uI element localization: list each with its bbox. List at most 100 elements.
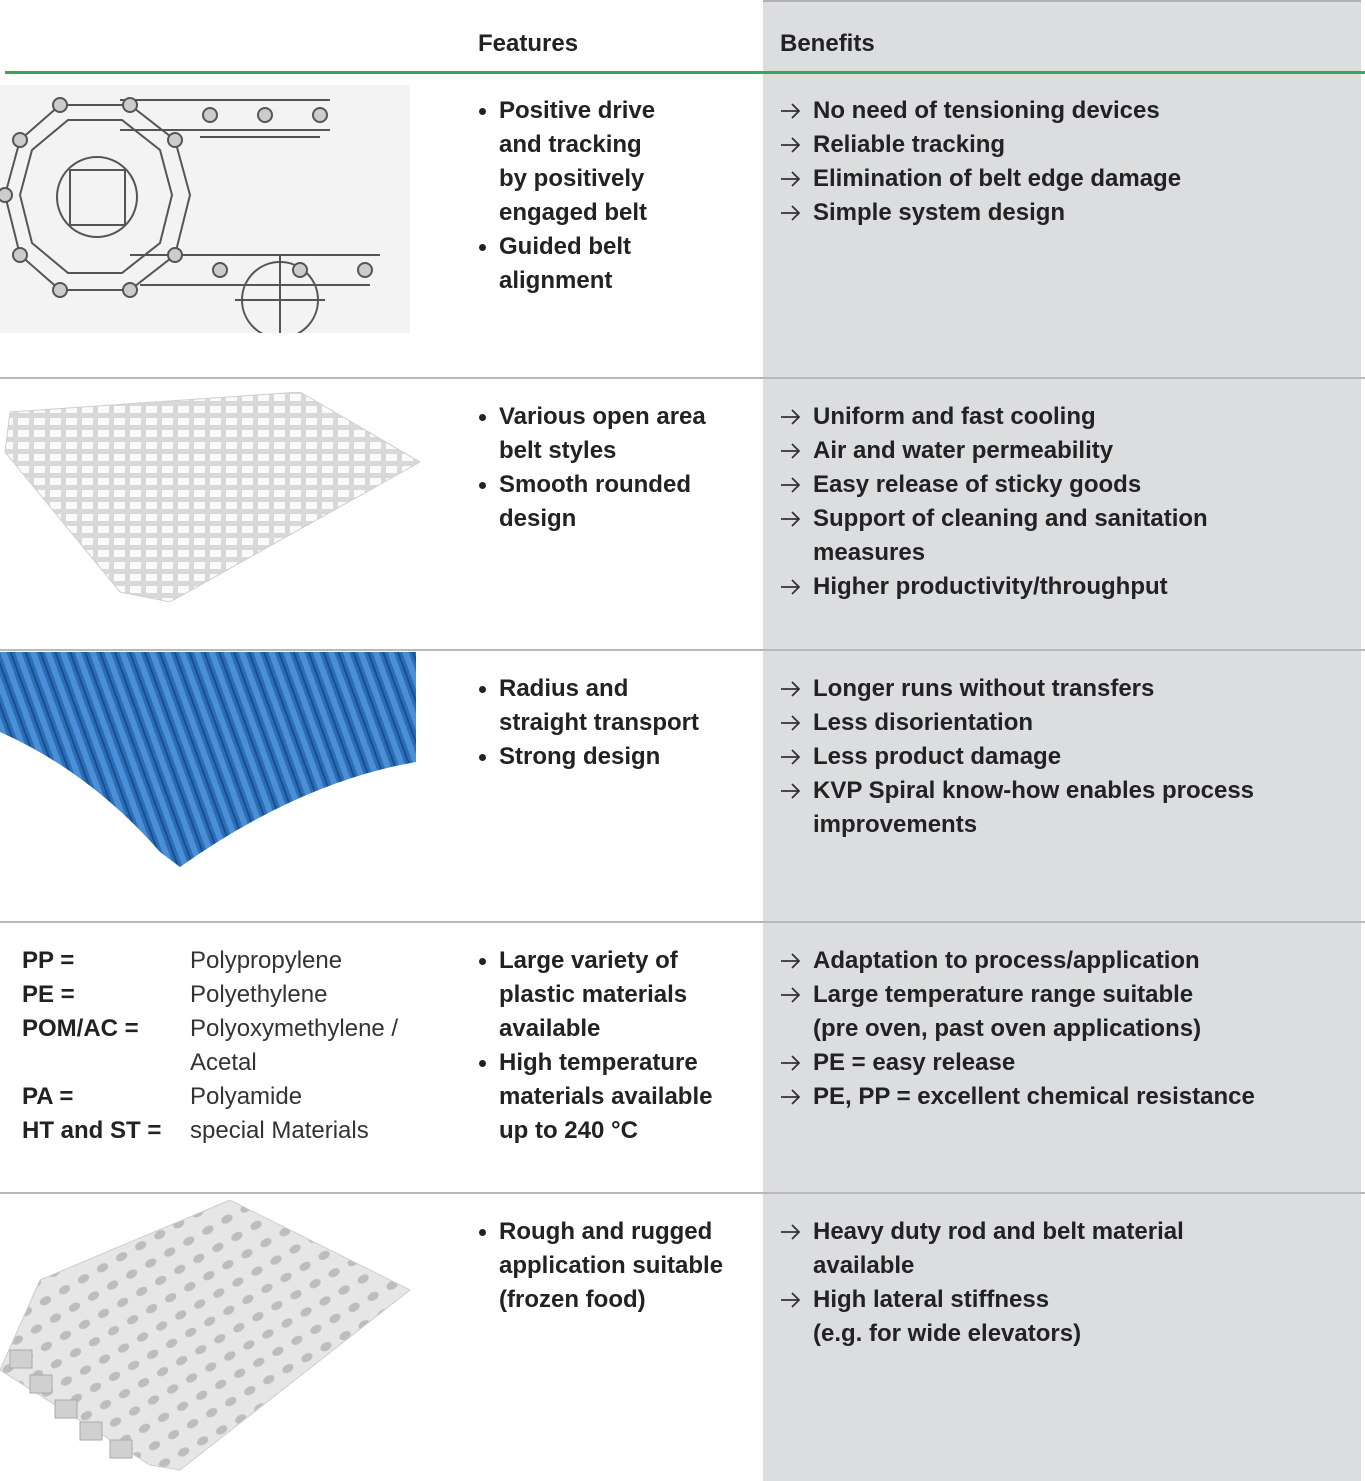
material-abbr: PA =: [22, 1083, 74, 1110]
benefit-item: No need of tensioning devices: [780, 94, 1181, 128]
benefit-text: PE = easy release: [813, 1049, 1016, 1076]
row-separator: [0, 649, 1365, 651]
benefit-text: PE, PP = excellent chemical resistance: [813, 1083, 1255, 1110]
benefit-item: Reliable tracking: [780, 128, 1181, 162]
feature-item: Large variety of plastic materials avail…: [478, 944, 712, 1046]
arrow-icon: [781, 511, 801, 527]
modular-belt: [0, 1200, 411, 1471]
material-abbr: HT and ST =: [22, 1117, 162, 1144]
benefit-text: Adaptation to process/application: [813, 947, 1200, 974]
benefits-background: [763, 0, 1361, 1481]
benefit-item: PE = easy release: [780, 1046, 1255, 1080]
benefit-item: Simple system design: [780, 196, 1181, 230]
benefit-text: Longer runs without transfers: [813, 675, 1155, 702]
material-row: HT and ST = special Materials: [22, 1114, 398, 1148]
benefit-item: KVP Spiral know-how enables process impr…: [780, 774, 1254, 842]
benefit-item: PE, PP = excellent chemical resistance: [780, 1080, 1255, 1114]
material-row: POM/AC = Polyoxymethylene / Acetal: [22, 1012, 398, 1080]
benefits-list: Longer runs without transfers Less disori…: [780, 672, 1254, 842]
benefits-list: No need of tensioning devices Reliable tr…: [780, 94, 1181, 230]
row-separator: [0, 921, 1365, 923]
material-name: special Materials: [190, 1117, 369, 1144]
arrow-icon: [781, 409, 801, 425]
benefit-text: No need of tensioning devices: [813, 97, 1160, 124]
arrow-icon: [781, 171, 801, 187]
benefit-text: Less disorientation: [813, 709, 1034, 736]
benefit-text: KVP Spiral know-how enables process impr…: [813, 777, 1255, 838]
benefits-list: Heavy duty rod and belt material availab…: [780, 1215, 1184, 1351]
benefit-text: Uniform and fast cooling: [813, 403, 1096, 430]
arrow-icon: [781, 579, 801, 595]
material-row: PE = Polyethylene: [22, 978, 398, 1012]
benefits-list: Adaptation to process/application Large t…: [780, 944, 1255, 1114]
benefit-text: Elimination of belt edge damage: [813, 165, 1182, 192]
benefit-item: Adaptation to process/application: [780, 944, 1255, 978]
chain-drawing: [0, 85, 410, 333]
benefit-text: Support of cleaning and sanitation measu…: [813, 505, 1208, 566]
benefit-text: High lateral stiffness (e.g. for wide el…: [813, 1286, 1082, 1347]
features-list: Positive drive and tracking by positivel…: [478, 94, 655, 298]
benefit-text: Reliable tracking: [813, 131, 1006, 158]
material-name: Polyamide: [190, 1083, 303, 1110]
feature-item: Strong design: [478, 740, 699, 774]
benefit-item: Uniform and fast cooling: [780, 400, 1208, 434]
material-row: PP = Polypropylene: [22, 944, 398, 978]
benefit-item: Elimination of belt edge damage: [780, 162, 1181, 196]
benefit-item: High lateral stiffness (e.g. for wide el…: [780, 1283, 1184, 1351]
material-abbr: PP =: [22, 947, 75, 974]
feature-item: Smooth rounded design: [478, 468, 706, 536]
arrow-icon: [781, 681, 801, 697]
benefit-text: Higher productivity/throughput: [813, 573, 1168, 600]
benefit-text: Heavy duty rod and belt material availab…: [813, 1218, 1184, 1279]
arrow-icon: [781, 749, 801, 765]
benefit-text: Large temperature range suitable (pre ov…: [813, 981, 1202, 1042]
material-name: Polypropylene: [190, 947, 343, 974]
arrow-icon: [781, 477, 801, 493]
arrow-icon: [781, 1055, 801, 1071]
benefit-item: Large temperature range suitable (pre ov…: [780, 978, 1255, 1046]
benefit-item: Higher productivity/throughput: [780, 570, 1208, 604]
arrow-icon: [781, 987, 801, 1003]
benefit-text: Easy release of sticky goods: [813, 471, 1142, 498]
materials-list: PP = Polypropylene PE = Polyethylene POM/AC …: [22, 944, 398, 1148]
features-list: Various open area belt styles Smooth roun…: [478, 400, 706, 536]
feature-item: Radius and straight transport: [478, 672, 699, 740]
feature-item: Rough and rugged application suitable (f…: [478, 1215, 723, 1317]
arrow-icon: [781, 443, 801, 459]
arrow-icon: [781, 783, 801, 799]
features-list: Large variety of plastic materials avail…: [478, 944, 712, 1148]
blue-spiral-belt: [0, 652, 416, 867]
benefit-text: Simple system design: [813, 199, 1066, 226]
benefit-item: Air and water permeability: [780, 434, 1208, 468]
arrow-icon: [781, 1292, 801, 1308]
material-abbr: POM/AC =: [22, 1015, 139, 1042]
feature-item: Various open area belt styles: [478, 400, 706, 468]
features-list: Rough and rugged application suitable (f…: [478, 1215, 723, 1317]
features-header: Features: [478, 30, 579, 57]
benefits-list: Uniform and fast cooling Air and water pe…: [780, 400, 1208, 604]
material-name: Polyethylene: [190, 981, 328, 1008]
benefit-text: Air and water permeability: [813, 437, 1114, 464]
material-abbr: PE =: [22, 981, 75, 1008]
feature-item: High temperature materials available up …: [478, 1046, 712, 1148]
benefit-item: Heavy duty rod and belt material availab…: [780, 1215, 1184, 1283]
benefit-item: Less product damage: [780, 740, 1254, 774]
benefit-text: Less product damage: [813, 743, 1062, 770]
benefits-header: Benefits: [780, 30, 875, 57]
material-row: PA = Polyamide: [22, 1080, 398, 1114]
row-separator: [0, 377, 1365, 379]
feature-item: Guided belt alignment: [478, 230, 655, 298]
feature-item: Positive drive and tracking by positivel…: [478, 94, 655, 230]
benefit-item: Less disorientation: [780, 706, 1254, 740]
benefit-item: Longer runs without transfers: [780, 672, 1254, 706]
arrow-icon: [781, 103, 801, 119]
row-separator: [0, 1192, 1365, 1194]
arrow-icon: [781, 953, 801, 969]
features-list: Radius and straight transport Strong desi…: [478, 672, 699, 774]
arrow-icon: [781, 137, 801, 153]
benefit-item: Easy release of sticky goods: [780, 468, 1208, 502]
header-rule: [5, 71, 1365, 74]
arrow-icon: [781, 205, 801, 221]
material-name: Polyoxymethylene / Acetal: [190, 1015, 399, 1076]
